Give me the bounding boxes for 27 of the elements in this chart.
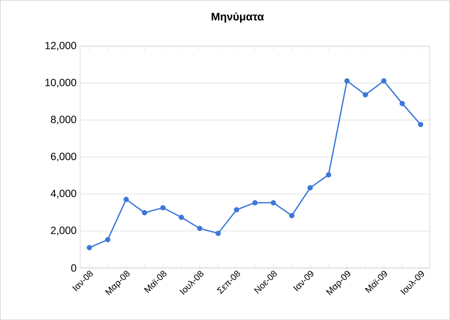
point — [362, 92, 368, 98]
point — [105, 236, 110, 242]
y-tick-label: 12,000 — [45, 42, 76, 50]
point — [86, 244, 92, 250]
point — [197, 226, 202, 231]
y-tick-label: 0 — [71, 264, 76, 272]
point — [400, 100, 405, 106]
y-tick-label: 6,000 — [50, 152, 76, 162]
point — [289, 212, 294, 218]
point — [124, 196, 129, 202]
y-tick-label: 4,000 — [50, 190, 76, 198]
point — [178, 214, 184, 220]
chart-title: Μηνύματα — [212, 12, 264, 23]
point — [326, 172, 332, 178]
point — [160, 205, 166, 210]
point — [142, 210, 148, 216]
point — [308, 185, 313, 190]
y-tick-label: 10,000 — [45, 78, 76, 88]
point — [252, 200, 258, 206]
point — [234, 207, 240, 212]
point — [270, 200, 276, 206]
y-tick-label: 2,000 — [50, 226, 76, 236]
y-tick-label: 8,000 — [50, 116, 76, 124]
point — [344, 78, 350, 84]
point — [216, 230, 221, 236]
point — [381, 78, 386, 84]
point — [418, 122, 424, 128]
